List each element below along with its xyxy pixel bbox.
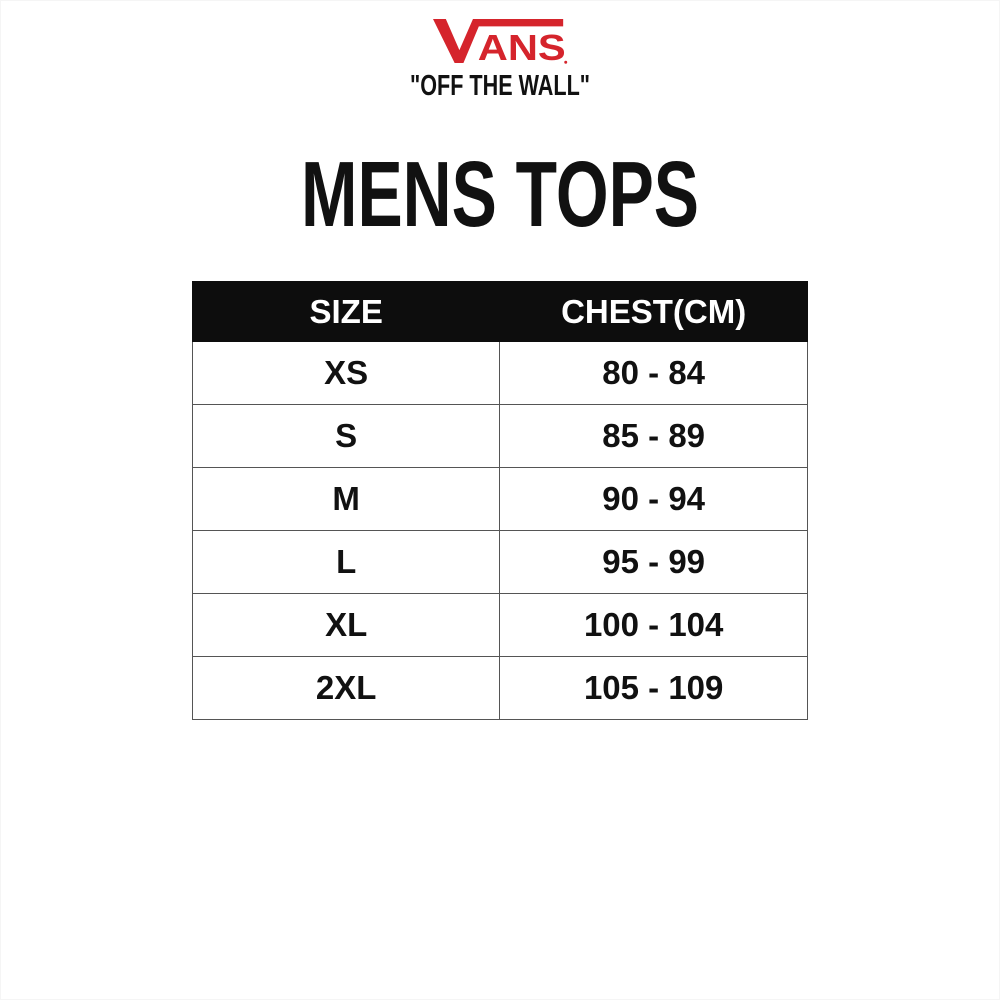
- svg-text:MENS TOPS: MENS TOPS: [301, 142, 699, 240]
- svg-text:ANS: ANS: [478, 27, 566, 68]
- svg-text:"OFF THE WALL": "OFF THE WALL": [410, 74, 590, 102]
